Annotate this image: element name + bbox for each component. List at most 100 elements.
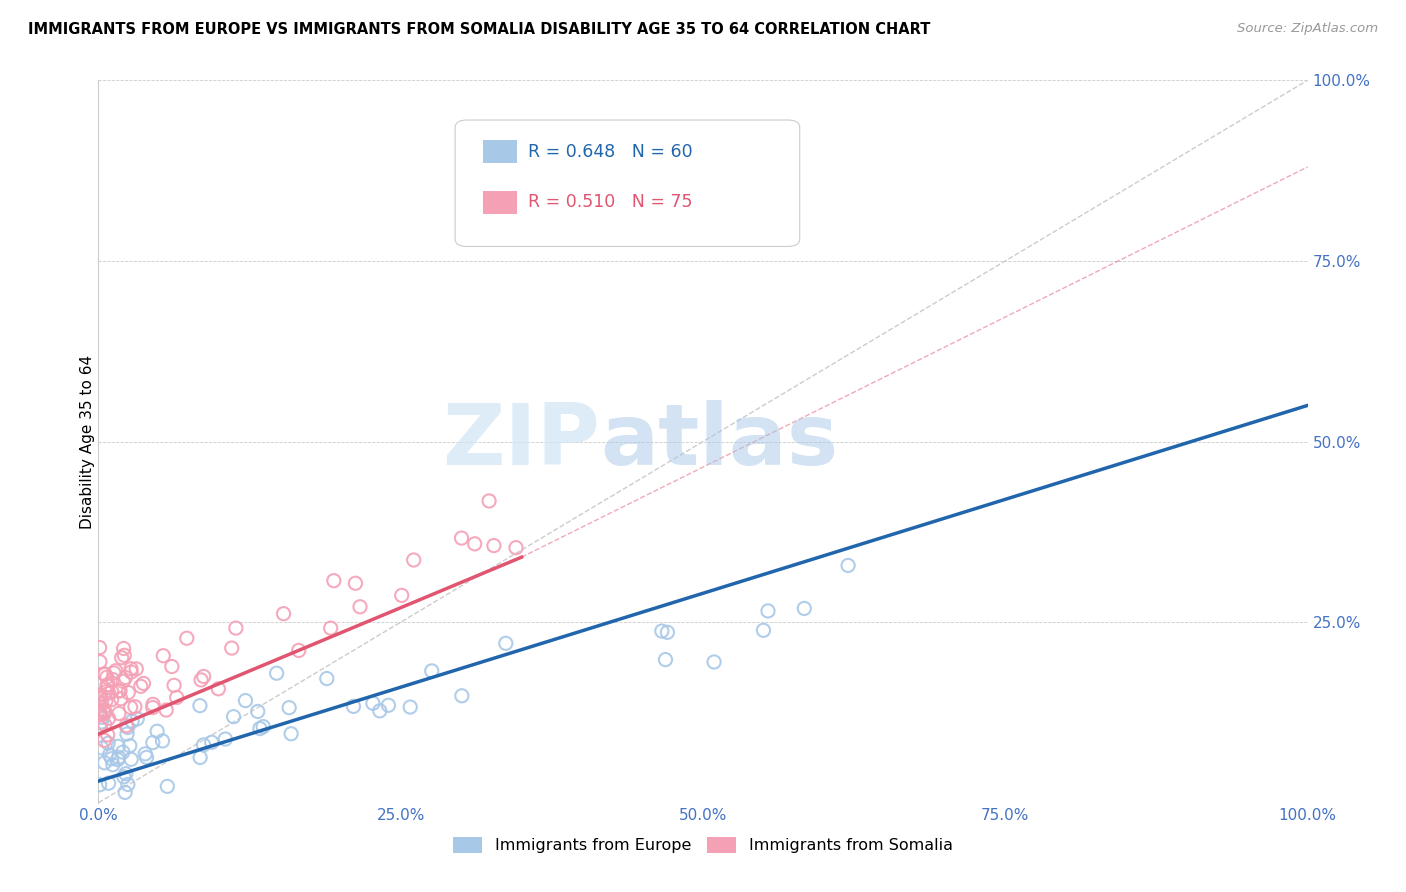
Point	[90, 707, 112, 722]
Point	[349, 599, 371, 614]
Point	[124, 699, 146, 714]
Point	[160, 659, 183, 673]
Point	[93, 706, 115, 721]
Point	[108, 683, 131, 698]
FancyBboxPatch shape	[482, 140, 517, 163]
Point	[235, 693, 257, 707]
Point	[111, 745, 134, 759]
Point	[90, 697, 112, 711]
Point	[246, 705, 269, 719]
Point	[120, 662, 142, 676]
Point	[142, 698, 165, 712]
Point	[120, 700, 142, 714]
Point	[505, 541, 527, 555]
Point	[89, 721, 111, 735]
Point	[114, 785, 136, 799]
Point	[478, 494, 501, 508]
Point	[112, 648, 135, 663]
Point	[97, 686, 120, 700]
Point	[837, 558, 859, 573]
Point	[225, 621, 247, 635]
Point	[96, 678, 118, 692]
Point	[166, 690, 188, 705]
Point	[111, 650, 134, 665]
Point	[89, 699, 111, 714]
Point	[127, 712, 149, 726]
Point	[117, 721, 139, 735]
Point	[114, 670, 136, 684]
Text: atlas: atlas	[600, 400, 838, 483]
Point	[495, 636, 517, 650]
Point	[377, 698, 399, 713]
Point	[342, 699, 364, 714]
Point	[391, 588, 413, 602]
Point	[89, 691, 111, 706]
Point	[104, 664, 127, 678]
Point	[89, 778, 111, 792]
Point	[793, 601, 815, 615]
Point	[93, 706, 115, 720]
Point	[117, 685, 139, 699]
Point	[93, 756, 115, 770]
Point	[89, 706, 111, 720]
Point	[315, 672, 337, 686]
Point	[112, 674, 135, 689]
Point	[90, 710, 112, 724]
Point	[89, 640, 111, 655]
Text: ZIP: ZIP	[443, 400, 600, 483]
Point	[146, 724, 169, 739]
Point	[98, 747, 121, 762]
Point	[464, 537, 486, 551]
Point	[125, 662, 148, 676]
Point	[188, 698, 211, 713]
Point	[107, 739, 129, 754]
Point	[94, 718, 117, 732]
Point	[120, 752, 142, 766]
Point	[193, 738, 215, 752]
Point	[90, 714, 112, 729]
Point	[97, 711, 120, 725]
Point	[112, 770, 135, 784]
Point	[190, 673, 212, 687]
Point	[90, 740, 112, 755]
Point	[89, 690, 111, 705]
Point	[135, 750, 157, 764]
Point	[752, 624, 775, 638]
Point	[103, 665, 125, 680]
Point	[273, 607, 295, 621]
Point	[97, 776, 120, 790]
Point	[201, 735, 224, 749]
Point	[155, 703, 177, 717]
Legend: Immigrants from Europe, Immigrants from Somalia: Immigrants from Europe, Immigrants from …	[447, 830, 959, 860]
Point	[89, 655, 111, 669]
Point	[207, 681, 229, 696]
Point	[118, 739, 141, 753]
Point	[252, 720, 274, 734]
Point	[93, 733, 115, 747]
Point	[100, 685, 122, 699]
Point	[657, 625, 679, 640]
Point	[266, 666, 288, 681]
Point	[115, 727, 138, 741]
Point	[134, 747, 156, 761]
Point	[361, 696, 384, 710]
Point	[654, 652, 676, 666]
Point	[152, 734, 174, 748]
Point	[121, 714, 143, 729]
Point	[756, 604, 779, 618]
Point	[450, 531, 472, 545]
Text: R = 0.648   N = 60: R = 0.648 N = 60	[527, 143, 692, 161]
FancyBboxPatch shape	[456, 120, 800, 246]
Y-axis label: Disability Age 35 to 64: Disability Age 35 to 64	[80, 354, 94, 529]
Point	[450, 689, 472, 703]
Point	[89, 707, 111, 722]
Point	[97, 677, 120, 691]
Point	[142, 700, 165, 714]
Point	[107, 683, 129, 698]
Point	[97, 736, 120, 750]
Point	[117, 777, 139, 791]
Point	[107, 750, 129, 764]
Text: R = 0.510   N = 75: R = 0.510 N = 75	[527, 194, 692, 211]
Point	[482, 539, 505, 553]
Point	[120, 665, 142, 679]
